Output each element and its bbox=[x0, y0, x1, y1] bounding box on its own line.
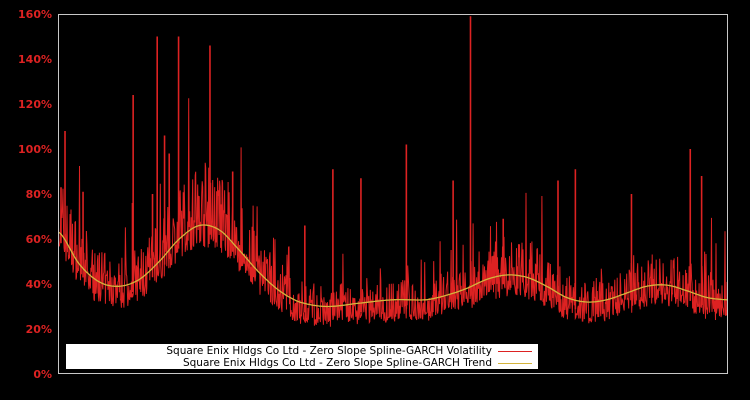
y-tick-0: 0% bbox=[33, 368, 52, 381]
y-tick-140: 140% bbox=[18, 53, 52, 66]
legend-label-trend: Square Enix Hldgs Co Ltd - Zero Slope Sp… bbox=[182, 357, 492, 369]
trend-series bbox=[58, 224, 728, 308]
volatility-series bbox=[58, 16, 728, 327]
y-tick-60: 60% bbox=[25, 233, 52, 246]
trend-line bbox=[58, 224, 728, 308]
y-tick-100: 100% bbox=[18, 143, 52, 156]
y-tick-40: 40% bbox=[25, 278, 52, 291]
legend: Square Enix Hldgs Co Ltd - Zero Slope Sp… bbox=[66, 344, 538, 369]
y-tick-160: 160% bbox=[18, 8, 52, 21]
legend-swatch-trend bbox=[498, 363, 532, 364]
plot-frame bbox=[58, 14, 728, 374]
legend-swatch-volatility bbox=[498, 351, 532, 352]
volatility-line bbox=[58, 98, 728, 327]
legend-label-volatility: Square Enix Hldgs Co Ltd - Zero Slope Sp… bbox=[166, 345, 492, 357]
y-tick-20: 20% bbox=[25, 323, 52, 336]
y-tick-80: 80% bbox=[25, 188, 52, 201]
y-tick-120: 120% bbox=[18, 98, 52, 111]
